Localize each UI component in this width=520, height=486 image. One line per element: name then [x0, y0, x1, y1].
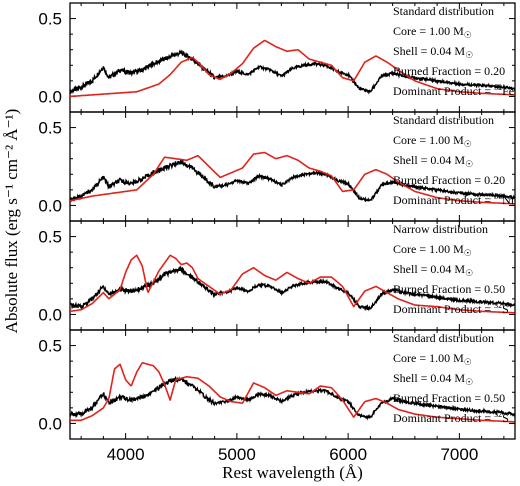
panel-4: 0.0 0.5 Standard distribution Core = 1.00 M… [38, 329, 516, 440]
annotation-line: Core = 1.00 M☉ [393, 133, 472, 149]
panel-annotation: Standard distribution Core = 1.00 M☉ Shell… [393, 331, 509, 425]
y-tick-label: 0.5 [38, 10, 62, 29]
y-tick-label: 0.0 [38, 414, 62, 433]
model-spectrum-line [70, 151, 515, 205]
y-tick-label: 0.5 [38, 228, 62, 247]
panel-annotation: Narrow distribution Core = 1.00 M☉ Shell =… [393, 222, 509, 316]
annotation-line: Burned Fraction = 0.20 [393, 173, 505, 187]
annotation-line: Shell = 0.04 M☉ [393, 44, 473, 60]
annotation-line: Dominant Product = 56Ni [393, 192, 515, 207]
model-spectrum-line [70, 39, 515, 98]
y-tick-label: 0.0 [38, 87, 62, 106]
panel-frame [69, 329, 516, 440]
annotation-line: Dominant Product = 32S [393, 410, 509, 425]
model-spectrum-line [70, 254, 515, 314]
annotation-line: Standard distribution [393, 331, 494, 345]
annotation-line: Standard distribution [393, 113, 494, 127]
x-axis-label: Rest wavelength (Å) [222, 463, 363, 482]
annotation-line: Shell = 0.04 M☉ [393, 153, 473, 169]
panel-1: 0.0 0.5 Standard distribution Core = 1.00 M… [38, 2, 516, 113]
annotation-line: Burned Fraction = 0.20 [393, 64, 505, 78]
model-spectrum-line [70, 362, 515, 423]
observed-spectrum-line [70, 375, 515, 421]
x-tick-label: 5000 [218, 445, 256, 464]
annotation-line: Shell = 0.04 M☉ [393, 262, 473, 278]
x-tick-label: 7000 [440, 445, 478, 464]
y-tick-label: 0.0 [38, 196, 62, 215]
x-tick-label: 6000 [329, 445, 367, 464]
annotation-line: Core = 1.00 M☉ [393, 351, 472, 367]
annotation-line: Narrow distribution [393, 222, 488, 236]
y-tick-label: 0.0 [38, 305, 62, 324]
annotation-line: Dominant Product = 52Fe [393, 83, 514, 98]
annotation-line: Dominant Product = 32S [393, 301, 509, 316]
panel-3: 0.0 0.5 Narrow distribution Core = 1.00 M☉ S… [38, 220, 516, 331]
annotation-line: Burned Fraction = 0.50 [393, 391, 505, 405]
annotation-line: Burned Fraction = 0.50 [393, 282, 505, 296]
y-axis-label: Absolute flux (erg s⁻¹ cm⁻² Å⁻¹) [2, 109, 21, 334]
panel-2: 0.0 0.5 Standard distribution Core = 1.00 M… [38, 111, 516, 222]
annotation-line: Shell = 0.04 M☉ [393, 371, 473, 387]
annotation-line: Standard distribution [393, 4, 494, 18]
x-tick-label: 4000 [107, 445, 145, 464]
panel-annotation: Standard distribution Core = 1.00 M☉ Shell… [393, 113, 515, 207]
y-tick-label: 0.5 [38, 337, 62, 356]
panel-annotation: Standard distribution Core = 1.00 M☉ Shell… [393, 4, 514, 98]
observed-spectrum-line [70, 265, 515, 312]
observed-spectrum-line [70, 49, 515, 95]
annotation-line: Core = 1.00 M☉ [393, 242, 472, 258]
observed-spectrum-line [70, 159, 515, 203]
y-tick-label: 0.5 [38, 119, 62, 138]
annotation-line: Core = 1.00 M☉ [393, 24, 472, 40]
